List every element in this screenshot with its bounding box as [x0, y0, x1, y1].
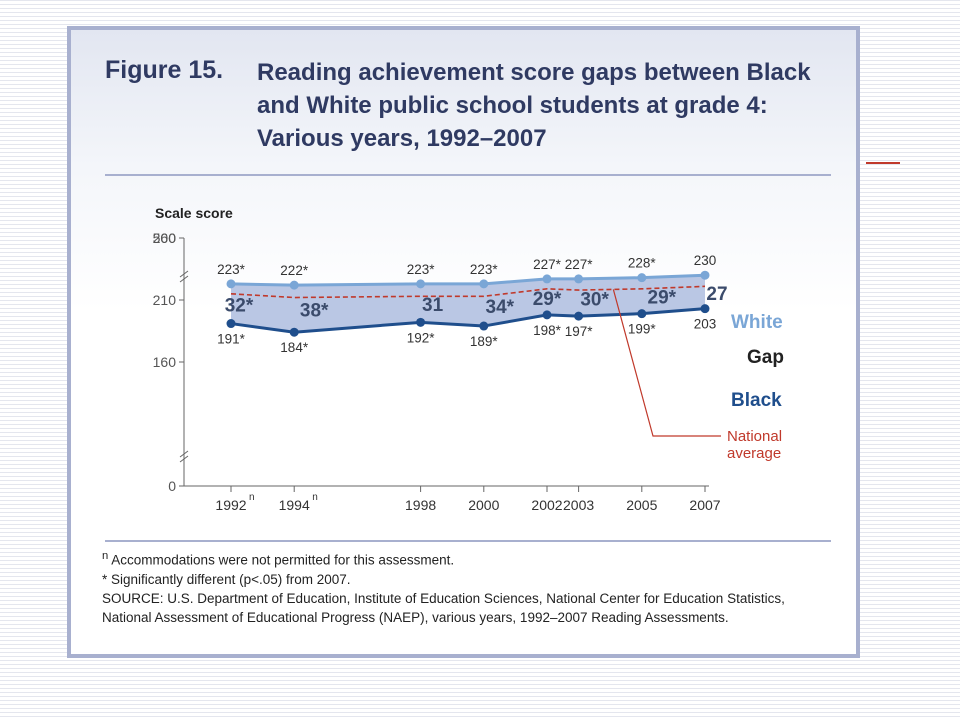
x-tick-label-1998: 1998: [405, 497, 436, 513]
white-value-label: 227*: [533, 257, 562, 272]
gap-value-label: 30*: [580, 290, 609, 311]
axis-break-mark: [179, 450, 189, 458]
x-tick-superscript: n: [249, 492, 255, 503]
black-value-label: 203: [694, 317, 717, 332]
x-tick-superscript: n: [312, 492, 318, 503]
white-point: [637, 273, 647, 283]
gap-value-label: 34*: [486, 297, 515, 318]
axis-break-mark: [179, 270, 189, 278]
gap-value-label: 29*: [648, 288, 677, 309]
note-n-marker: n: [102, 550, 109, 562]
black-value-label: 197*: [565, 324, 594, 339]
white-value-label: 230: [694, 253, 717, 268]
x-tick-label-2002: 2002: [531, 497, 562, 513]
black-point: [416, 317, 426, 327]
title-divider: [105, 174, 831, 176]
slide-accent-rule: [866, 162, 900, 164]
white-point: [700, 270, 710, 280]
x-tick-label-1994: 1994: [279, 497, 310, 513]
note-accommodations-text: Accommodations were not permitted for th…: [108, 552, 455, 568]
white-point: [542, 274, 552, 284]
series-line-black: [230, 307, 706, 334]
figure-notes: n Accommodations were not permitted for …: [102, 547, 832, 627]
black-value-label: 199*: [628, 322, 657, 337]
white-point: [479, 279, 489, 289]
x-tick-label-2007: 2007: [689, 497, 720, 513]
national-average-leader: [612, 289, 721, 437]
black-point: [479, 321, 489, 331]
gap-value-label: 27: [706, 284, 727, 305]
white-value-label: 222*: [280, 263, 309, 278]
black-point: [226, 319, 236, 329]
black-value-label: 189*: [470, 334, 499, 349]
gap-value-label: 29*: [533, 289, 562, 310]
note-significance: * Significantly different (p<.05) from 2…: [102, 571, 351, 587]
black-value-label: 191*: [217, 332, 246, 347]
black-value-label: 198*: [533, 323, 562, 338]
white-point: [574, 274, 584, 284]
notes-divider: [105, 540, 831, 542]
y-axis-label: Scale score: [155, 205, 233, 221]
black-value-label: 184*: [280, 340, 309, 355]
x-tick-label-1992: 1992: [215, 497, 246, 513]
white-point: [226, 279, 236, 289]
white-value-label: 228*: [628, 256, 657, 271]
gap-value-label: 32*: [225, 296, 254, 317]
black-point: [637, 309, 647, 319]
white-value-label: 223*: [470, 262, 499, 277]
gap-value-label: 31: [422, 295, 444, 316]
black-point: [542, 310, 552, 320]
white-point: [289, 280, 299, 290]
axis-break-mark: [179, 275, 189, 283]
legend-gap: Gap: [747, 347, 784, 368]
legend-white: White: [731, 312, 783, 333]
white-value-label: 227*: [565, 257, 594, 272]
white-value-label: 223*: [407, 262, 436, 277]
black-value-label: 192*: [407, 330, 436, 345]
y-tick-label-160: 160: [153, 354, 177, 370]
x-tick-label-2000: 2000: [468, 497, 499, 513]
axis-break-mark: [179, 455, 189, 463]
x-tick-label-2003: 2003: [563, 497, 594, 513]
white-value-label: 223*: [217, 262, 246, 277]
national-average-label-line2: average: [727, 445, 781, 462]
white-point: [416, 279, 426, 289]
x-tick-label-2005: 2005: [626, 497, 657, 513]
national-average-label-line1: National: [727, 428, 782, 445]
note-source: SOURCE: U.S. Department of Education, In…: [102, 590, 785, 625]
y-tick-label-210: 210: [153, 292, 177, 308]
legend-black: Black: [731, 390, 782, 411]
figure-panel: Figure 15. Reading achievement score gap…: [67, 26, 860, 658]
series-line-white: [230, 273, 706, 287]
y-tick-label-0: 0: [168, 478, 176, 494]
black-point: [574, 311, 584, 321]
y-tick-label-500: 500: [153, 230, 177, 246]
black-point: [700, 304, 710, 314]
note-accommodations: n Accommodations were not permitted for …: [102, 547, 832, 570]
figure-number: Figure 15.: [105, 56, 224, 84]
y-tick-label-260: 260: [153, 230, 177, 246]
gap-value-label: 38*: [300, 301, 329, 322]
national-average-line: [230, 285, 706, 299]
figure-title: Reading achievement score gaps between B…: [257, 59, 811, 152]
black-point: [289, 327, 299, 337]
